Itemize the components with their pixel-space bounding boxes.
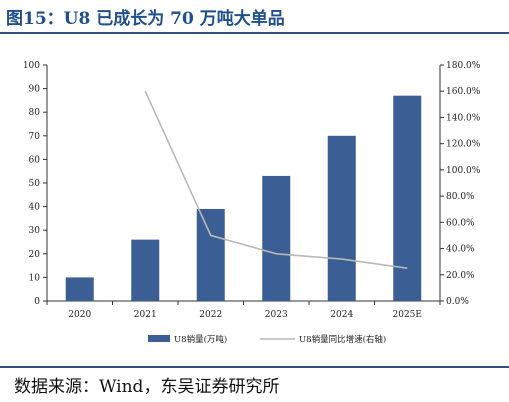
x-tick-label: 2022 [199,310,222,320]
right-tick-label: 120.0% [446,140,481,150]
left-tick-label: 100 [23,61,40,71]
right-tick-label: 0.0% [446,297,469,307]
bar-2022 [196,208,225,301]
left-tick-label: 50 [29,179,41,189]
left-tick-label: 90 [29,85,41,95]
bar-2024 [327,135,356,301]
right-tick-label: 100.0% [446,166,481,176]
legend-swatch-bar [148,335,170,342]
left-tick-label: 40 [29,203,41,213]
x-tick-label: 2025E [393,310,422,320]
bar-2021 [131,239,160,301]
bar-2023 [262,175,291,301]
right-tick-label: 140.0% [446,113,481,123]
left-tick-label: 30 [29,226,41,236]
legend-label-bar: U8销量(万吨) [174,334,227,345]
right-tick-label: 40.0% [446,245,475,255]
legend-label-line: U8销量同比增速(右轴) [299,334,386,345]
right-tick-label: 80.0% [446,192,475,202]
left-tick-label: 60 [29,155,41,165]
left-tick-label: 70 [29,132,41,142]
bar-line-combo-chart: 0 10 20 30 40 50 60 70 80 90 100 0.0% 20.0% 40.0% 60.0… [23,61,481,345]
right-tick-label: 60.0% [446,218,475,228]
figure-title: 图15：U8 已成长为 70 万吨大单品 [6,9,285,29]
left-tick-label: 10 [29,273,41,283]
x-tick-label: 2023 [265,310,288,320]
x-tick-label: 2021 [134,310,157,320]
title-divider [0,32,509,34]
bar-2025E [393,95,422,302]
right-tick-label: 180.0% [446,61,481,71]
source-divider [0,366,509,368]
bar-2020 [65,277,94,301]
left-tick-label: 20 [29,250,41,260]
left-tick-label: 0 [34,297,40,307]
x-tick-label: 2024 [330,310,353,320]
x-tick-label: 2020 [68,310,91,320]
right-tick-label: 20.0% [446,271,475,281]
left-tick-label: 80 [29,108,41,118]
growth-rate-line [144,90,408,270]
source-note: 数据来源：Wind，东吴证券研究所 [14,377,280,397]
right-tick-label: 160.0% [446,87,481,97]
